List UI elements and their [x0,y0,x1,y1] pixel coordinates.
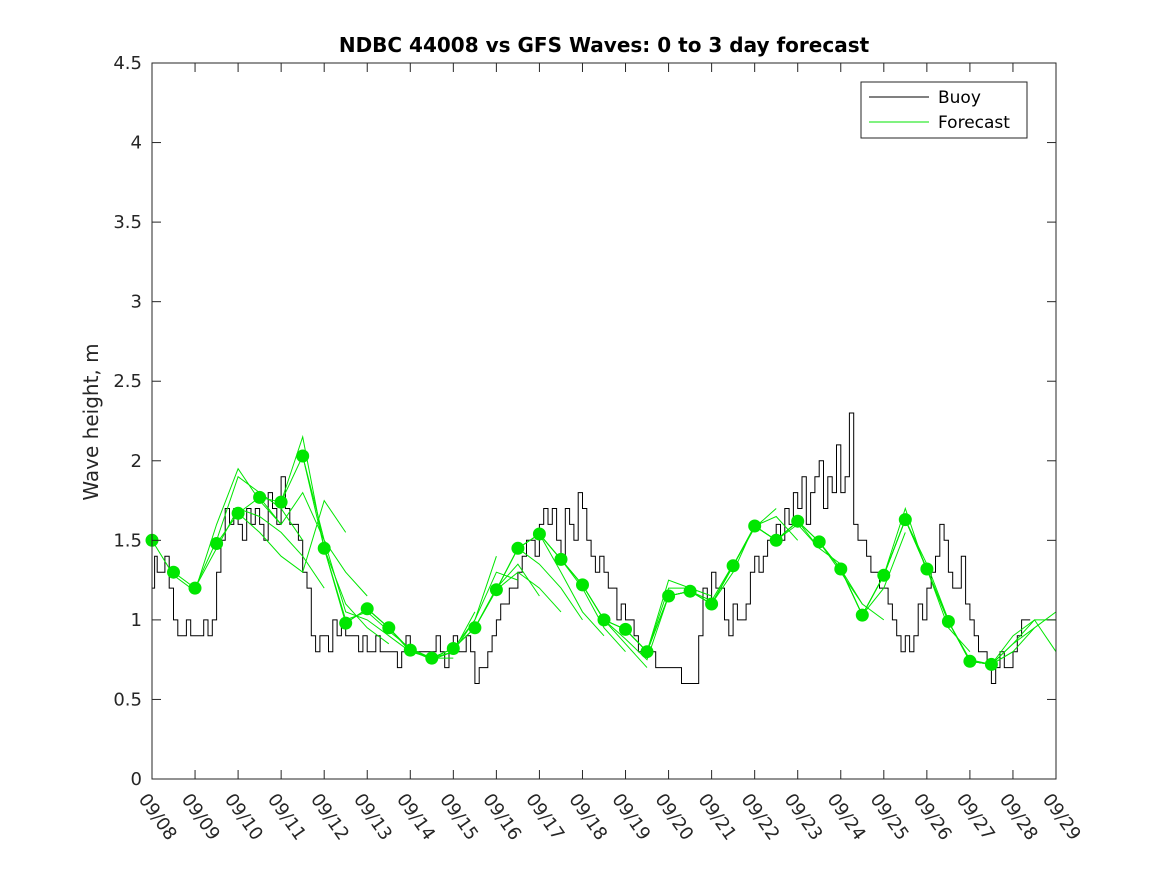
forecast-point [769,533,783,547]
forecast-point [231,506,245,520]
forecast-point [188,581,202,595]
forecast-point [683,584,697,598]
forecast-point [403,643,417,657]
forecast-point [382,621,396,635]
forecast-point [812,535,826,549]
forecast-point [167,565,180,579]
legend-box [860,81,1028,139]
forecast-point [619,622,632,636]
y-tick-label: 2.5 [113,371,142,392]
forecast-point [274,495,288,509]
forecast-point [339,616,353,630]
forecast-point [748,519,762,533]
forecast-point [511,541,525,555]
forecast-point [532,527,546,541]
forecast-point [360,602,374,616]
buoy-series [152,412,1031,684]
legend-buoy-label: Buoy [938,88,981,108]
legend: Buoy Forecast [860,81,1028,139]
forecast-point [920,562,934,576]
forecast-point [446,642,460,655]
y-tick-label: 2 [131,451,142,472]
forecast-point [468,621,482,635]
y-tick-label: 4 [131,133,142,154]
forecast-point [253,490,267,504]
forecast-point [726,559,740,573]
y-tick-label: 0 [131,769,142,790]
forecast-point [662,589,676,603]
forecast-line-38 [969,619,1056,665]
forecast-point [317,541,331,555]
y-axis: 0 0.5 1 1.5 2 2.5 3 3.5 4 4.5 [113,53,1056,790]
forecast-point [984,657,998,671]
chart-title: NDBC 44008 vs GFS Waves: 0 to 3 day fore… [339,33,870,57]
forecast-point [898,513,912,527]
y-tick-label: 1 [131,610,142,631]
forecast-point [597,613,611,627]
forecast-point [963,654,977,668]
y-tick-label: 3.5 [113,212,142,233]
forecast-point [877,568,891,582]
y-tick-label: 0.5 [113,689,142,710]
y-tick-label: 1.5 [113,530,142,551]
forecast-markers [145,449,998,671]
buoy-line [152,412,1031,684]
legend-forecast-label: Forecast [938,113,1010,133]
forecast-point [791,514,805,528]
forecast-point [834,562,848,576]
forecast-point [640,645,654,659]
y-tick-label: 4.5 [113,53,142,74]
forecast-point [210,537,224,550]
forecast-point [705,597,719,611]
y-axis-label: Wave height, m [79,343,103,500]
forecast-line-37 [947,619,1056,665]
forecast-point [554,552,568,566]
forecast-point [855,608,869,622]
forecast-point [489,583,503,597]
y-tick-label: 3 [131,292,142,313]
forecast-point [425,651,439,665]
plot-frame [151,62,1057,780]
forecast-point [941,615,955,628]
forecast-point [296,449,310,463]
forecast-point [576,578,589,592]
